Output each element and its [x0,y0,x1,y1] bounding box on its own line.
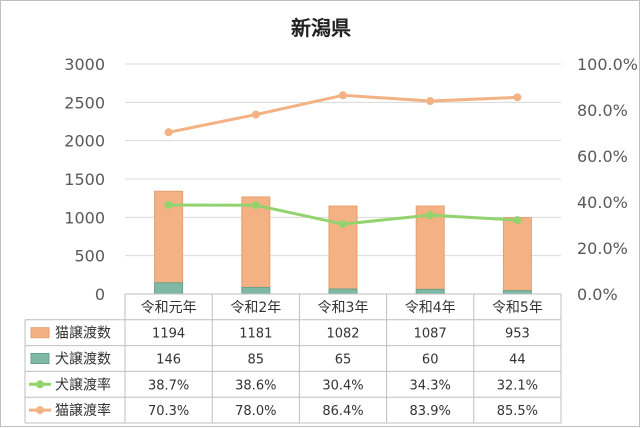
legend-label: 猫譲渡数 [55,326,111,342]
y-left-tick-label: 1500 [64,170,105,189]
y-axis-left: 0 500 1000 1500 2000 2500 3000 [64,55,105,304]
point-dog-rate [251,201,260,210]
table-cell: 38.6% [235,378,276,393]
table-cell: 86.4% [322,404,363,419]
legend-label: 犬譲渡数 [55,352,111,368]
point-dog-rate [164,200,173,209]
category-label: 令和3年 [318,300,369,316]
y-right-tick-label: 80.0% [577,101,628,120]
y-left-tick-label: 2000 [64,132,105,151]
y-right-tick-label: 60.0% [577,147,628,166]
legend-key [30,327,50,339]
legend-label: 犬譲渡率 [55,376,111,393]
y-right-tick-label: 0.0% [577,285,618,304]
bar-dog-adoptions [154,282,184,295]
point-cat-rate [339,91,347,100]
bar-cat-adoptions [241,196,271,288]
table-cell: 70.3% [148,404,189,419]
point-cat-rate [426,97,435,106]
table-cell: 65 [335,353,352,368]
bar-cat-adoptions [502,217,532,292]
bar-dog-adoptions [328,288,358,295]
table-cell: 85 [248,353,265,368]
category-label: 令和4年 [405,300,456,316]
line-series [164,91,522,229]
point-dog-rate [339,220,347,229]
table-cell: 44 [509,353,526,368]
y-left-tick-label: 3000 [64,55,105,74]
table-cell: 60 [422,353,439,368]
table-cell: 953 [505,327,530,342]
y-axis-right: 0.0% 20.0% 40.0% 60.0% 80.0% 100.0% [577,55,638,304]
legend-key [30,353,50,364]
bar-dog-adoptions [415,288,445,295]
table-cell: 38.7% [148,378,189,393]
table-cell: 83.9% [410,404,451,419]
table-cell: 1181 [239,327,272,342]
bar-dog-adoptions [241,286,271,295]
y-right-tick-label: 20.0% [577,239,628,258]
point-dog-rate [513,216,522,225]
bar-dog-adoptions [502,290,532,295]
category-label: 令和5年 [492,300,543,316]
y-right-tick-label: 100.0% [577,55,638,74]
point-cat-rate [251,110,260,119]
table-cell: 30.4% [322,378,363,393]
table-cell: 78.0% [235,404,276,419]
table-cell: 32.1% [497,378,538,393]
table-cell: 1087 [414,327,447,342]
y-left-tick-label: 2500 [64,93,105,112]
legend-key-marker [36,406,44,415]
table-cell: 34.3% [410,378,451,393]
line-cat-rate [168,93,518,134]
bar-cat-adoptions [328,205,358,290]
chart-title: 新潟県 [291,16,351,40]
point-cat-rate [513,93,522,102]
table-cell: 146 [156,353,181,368]
gridlines [125,63,561,257]
table-cell: 1194 [152,327,185,342]
point-cat-rate [164,128,173,137]
category-label: 令和元年 [141,300,197,316]
table-cell: 85.5% [497,404,538,419]
bar-series [154,190,532,295]
legend-label: 猫譲渡率 [55,402,111,419]
point-dog-rate [426,211,435,220]
y-left-tick-label: 0 [95,285,105,304]
category-label: 令和2年 [230,300,281,316]
y-left-tick-label: 1000 [64,208,105,227]
y-right-tick-label: 40.0% [577,193,628,212]
table-cell: 1082 [326,327,359,342]
legend-key-marker [36,380,44,389]
bar-cat-adoptions [415,205,445,290]
y-left-tick-label: 500 [74,247,105,266]
